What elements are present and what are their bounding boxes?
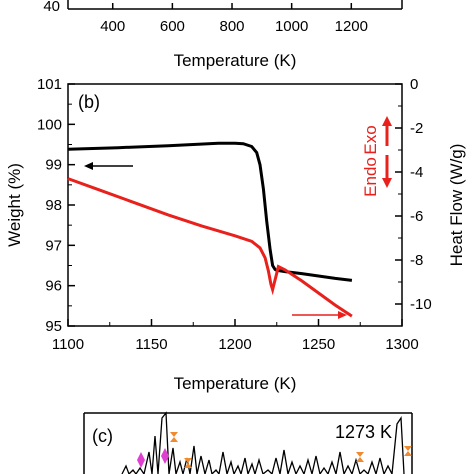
panel-b-left-tick-label: 96 — [45, 278, 62, 295]
panel-b-x-tick-label: 1250 — [302, 336, 335, 353]
panel-b-x-tick-label: 1150 — [135, 336, 167, 353]
weight-axis-arrow — [84, 162, 133, 170]
panel-a-x-tick-label: 600 — [160, 18, 185, 35]
exo-arrow — [382, 116, 392, 146]
weight-line — [67, 141, 353, 282]
panel-b-left-tick-label: 100 — [37, 116, 62, 133]
panel-a-x-tick-label: 800 — [220, 18, 245, 35]
panel-c-tag: (c) — [92, 426, 113, 446]
panel-a-x-ticks: 400 600 800 1000 1200 — [100, 3, 368, 35]
panel-b-right-tick-label: -10 — [410, 296, 432, 313]
panel-b-left-tick-label: 97 — [45, 237, 62, 254]
panel-a-x-tick-label: 400 — [100, 18, 125, 35]
panel-b-y-axis-title: Weight (%) — [5, 163, 24, 247]
exo-label: Exo — [361, 125, 380, 154]
endo-label: Endo — [361, 157, 380, 197]
panel-b-x-ticks: 1100 1150 1200 1250 1300 — [52, 319, 419, 353]
panel-b-left-tick-label: 101 — [37, 76, 62, 93]
panel-b-x-axis-title: Temperature (K) — [174, 374, 297, 393]
panel-a: 40 400 600 800 1000 1200 Temperature (K) — [43, 0, 403, 70]
heat-flow-axis-arrow — [292, 311, 347, 319]
panel-a-y-tick-label: 40 — [43, 0, 60, 15]
panel-b-right-tick-label: -2 — [410, 120, 423, 137]
panel-b-right-tick-label: -6 — [410, 208, 423, 225]
panel-b-x-tick-label: 1300 — [385, 336, 418, 353]
panel-c-temperature-label: 1273 K — [335, 422, 392, 442]
panel-b-left-tick-label: 99 — [45, 157, 62, 174]
panel-b-right-tick-label: -8 — [410, 252, 423, 269]
panel-b-x-tick-label: 1100 — [52, 336, 84, 353]
panel-a-x-tick-label: 1200 — [335, 18, 368, 35]
panel-b-right-tick-label: -4 — [410, 164, 423, 181]
heat-flow-line — [67, 177, 353, 318]
magenta-phase-marker — [137, 448, 169, 468]
panel-b-tag: (b) — [78, 92, 100, 112]
panel-b-x-tick-label: 1200 — [218, 336, 251, 353]
panel-a-x-tick-label: 1000 — [275, 18, 308, 35]
panel-b-left-tick-label: 95 — [45, 318, 62, 335]
panel-b-plot-frame — [67, 83, 403, 327]
panel-b-right-ticks: 0 -2 -4 -6 -8 -10 — [395, 76, 432, 327]
panel-a-x-axis-title: Temperature (K) — [174, 51, 297, 70]
panel-b-left-tick-label: 98 — [45, 197, 62, 214]
panel-b-y2-axis-title: Heat Flow (W/g) — [447, 144, 466, 267]
panel-c: (c) 1273 K — [83, 411, 413, 474]
endo-arrow — [382, 155, 392, 188]
panel-b-right-tick-label: 0 — [410, 76, 418, 93]
panel-b-left-ticks: 95 96 97 98 99 100 101 — [37, 76, 75, 335]
orange-phase-marker — [170, 432, 412, 468]
xrd-pattern — [121, 411, 405, 474]
